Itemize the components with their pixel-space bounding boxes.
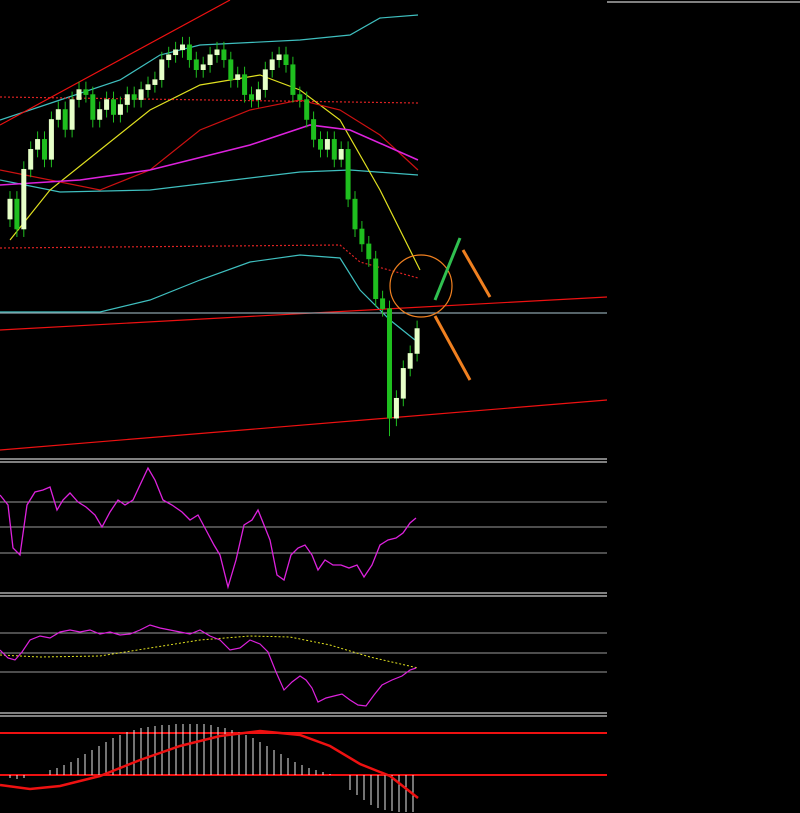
- candle-body: [386, 308, 392, 419]
- candle-body: [21, 168, 27, 230]
- slow-average: [0, 99, 419, 191]
- candle-body: [228, 59, 234, 80]
- candle-body: [393, 397, 399, 419]
- candles: [7, 36, 420, 437]
- arrow-up: [433, 237, 462, 301]
- candle-body: [124, 94, 130, 105]
- arrow-down: [433, 315, 472, 381]
- candle-body: [359, 228, 365, 245]
- macd-histogram: [9, 724, 414, 812]
- candle-body: [90, 94, 96, 120]
- candle-body: [373, 258, 379, 299]
- candle-body: [283, 54, 289, 66]
- dotted-level: [0, 96, 419, 104]
- candle-body: [7, 198, 13, 220]
- candle-body: [235, 74, 241, 80]
- arrow-down: [461, 249, 492, 298]
- candle-body: [83, 89, 89, 95]
- candle-body: [255, 89, 261, 100]
- candle-body: [145, 84, 151, 90]
- macd-panel: [0, 724, 607, 812]
- candle-body: [97, 109, 103, 120]
- candle-body: [324, 139, 330, 150]
- candle-body: [41, 139, 47, 160]
- candle-body: [152, 79, 158, 85]
- candle-body: [186, 44, 192, 61]
- candle-body: [193, 59, 199, 70]
- main-overlays: [0, 0, 608, 451]
- trend-line: [0, 399, 608, 451]
- candle-body: [159, 59, 165, 80]
- fast-average: [9, 74, 421, 271]
- candle-body: [76, 89, 82, 100]
- candle-body: [117, 104, 123, 115]
- long-average: [0, 124, 419, 186]
- candle-body: [352, 198, 358, 230]
- signal-line: [0, 635, 419, 669]
- candle-body: [345, 149, 351, 200]
- candle-body: [221, 49, 227, 61]
- candle-body: [290, 64, 296, 95]
- candle-body: [400, 368, 406, 399]
- candle-body: [207, 54, 213, 66]
- candle-body: [69, 99, 75, 130]
- candle-body: [35, 139, 41, 150]
- trend-line: [0, 0, 231, 126]
- candle-body: [269, 59, 275, 70]
- candle-body: [138, 89, 144, 100]
- candle-body: [48, 119, 54, 160]
- candle-body: [242, 74, 248, 95]
- candle-body: [304, 99, 310, 120]
- candle-body: [380, 298, 386, 309]
- candle-body: [214, 49, 220, 56]
- oscillator-line: [0, 466, 417, 590]
- dotted-level: [0, 244, 419, 279]
- candle-body: [249, 94, 255, 100]
- candle-body: [331, 139, 337, 160]
- candle-body: [62, 109, 68, 130]
- stochastic-panel: [0, 624, 607, 707]
- oscillator-panel: [0, 466, 607, 590]
- candle-body: [366, 243, 372, 260]
- candle-body: [55, 109, 61, 120]
- candle-body: [317, 139, 323, 150]
- candle-body: [111, 99, 117, 115]
- lower-band: [0, 254, 416, 341]
- candle-body: [297, 94, 303, 100]
- candle-body: [180, 44, 186, 51]
- highlight-circle: [389, 254, 453, 318]
- candle-body: [407, 353, 413, 369]
- candle-body: [338, 149, 344, 160]
- candle-body: [104, 99, 110, 110]
- candle-body: [131, 94, 137, 100]
- stochastic-line: [0, 624, 417, 707]
- candle-body: [414, 328, 420, 354]
- candle-body: [262, 69, 268, 90]
- candle-body: [173, 49, 179, 56]
- macd-signal: [0, 729, 419, 799]
- candle-body: [200, 64, 206, 70]
- separators: [0, 458, 607, 717]
- candle-body: [14, 198, 20, 230]
- candle-body: [276, 54, 282, 61]
- candle-body: [28, 149, 34, 170]
- candle-body: [311, 119, 317, 140]
- candle-body: [166, 54, 172, 61]
